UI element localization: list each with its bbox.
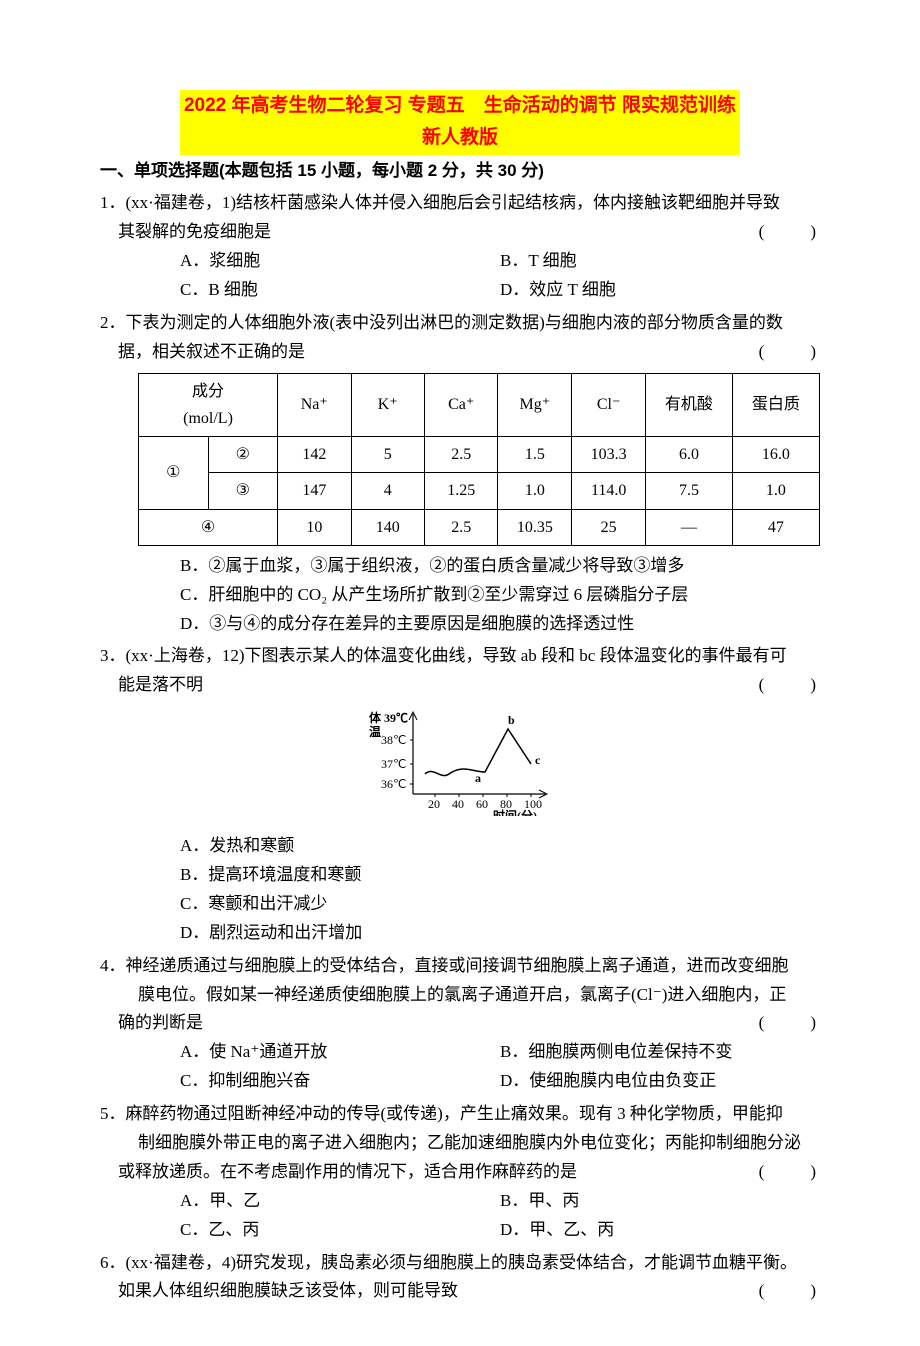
q1-stem: 1．(xx·福建卷，1)结核杆菌感染人体并侵入细胞后会引起结核病，体内接触该靶细… bbox=[100, 189, 820, 218]
title-line-2: 新人教版 bbox=[422, 127, 498, 148]
q1-opt-b: B．T 细胞 bbox=[500, 247, 820, 276]
q3-opt-c: C．寒颤和出汗减少 bbox=[100, 890, 820, 919]
svg-text:c: c bbox=[535, 753, 541, 767]
q6-cont: 如果人体组织细胞膜缺乏该受体，则可能导致 bbox=[118, 1281, 458, 1300]
q4-opt-c: C．抑制细胞兴奋 bbox=[180, 1067, 500, 1096]
q2-opt-d: D．③与④的成分存在差异的主要原因是细胞膜的选择透过性 bbox=[100, 610, 820, 639]
q3-cont: 能是落不明 bbox=[118, 675, 203, 694]
answer-paren: ( ) bbox=[779, 338, 820, 367]
svg-text:a: a bbox=[475, 771, 481, 785]
svg-text:20: 20 bbox=[428, 797, 440, 811]
svg-text:40: 40 bbox=[452, 797, 464, 811]
svg-text:60: 60 bbox=[476, 797, 488, 811]
q2-opt-c: C．肝细胞中的 CO₂ 从产生场所扩散到②至少需穿过 6 层磷脂分子层 bbox=[100, 581, 820, 610]
q5-cont1: 制细胞膜外带正电的离子进入细胞内；乙能加速细胞膜内外电位变化；丙能抑制细胞分泌 bbox=[100, 1129, 820, 1158]
q3-opt-b: B．提高环境温度和寒颤 bbox=[100, 861, 820, 890]
answer-paren: ( ) bbox=[779, 671, 820, 700]
q1-opt-d: D．效应 T 细胞 bbox=[500, 276, 820, 305]
q4-stem: 4．神经递质通过与细胞膜上的受体结合，直接或间接调节细胞膜上离子通道，进而改变细… bbox=[100, 952, 820, 981]
q4-cont2: 确的判断是 bbox=[118, 1013, 203, 1032]
q2-opt-b: B．②属于血浆，③属于组织液，②的蛋白质含量减少将导致③增多 bbox=[100, 552, 820, 581]
q2-cont: 据，相关叙述不正确的是 bbox=[118, 342, 305, 361]
q3-opt-d: D．剧烈运动和出汗增加 bbox=[100, 919, 820, 948]
q4-opt-b: B．细胞膜两侧电位差保持不变 bbox=[500, 1038, 820, 1067]
q4-opt-a: A．使 Na⁺通道开放 bbox=[180, 1038, 500, 1067]
svg-text:36℃: 36℃ bbox=[381, 777, 406, 791]
page-title: 2022 年高考生物二轮复习 专题五 生命活动的调节 限实规范训练 新人教版 bbox=[180, 90, 740, 155]
body-temp-chart: 体 39℃温38℃37℃36℃20406080100时间(分)abc bbox=[100, 706, 820, 826]
svg-text:温: 温 bbox=[369, 725, 381, 739]
q5-opt-c: C．乙、丙 bbox=[180, 1216, 500, 1245]
answer-paren: ( ) bbox=[779, 1158, 820, 1187]
q3-stem: 3．(xx·上海卷，12)下图表示某人的体温变化曲线，导致 ab 段和 bc 段… bbox=[100, 642, 820, 671]
svg-text:38℃: 38℃ bbox=[381, 733, 406, 747]
answer-paren: ( ) bbox=[779, 218, 820, 247]
q5-cont2: 或释放递质。在不考虑副作用的情况下，适合用作麻醉药的是 bbox=[118, 1162, 577, 1181]
answer-paren: ( ) bbox=[779, 1009, 820, 1038]
q5-opt-b: B．甲、丙 bbox=[500, 1187, 820, 1216]
data-table: 成分(mol/L)Na⁺K⁺Ca⁺Mg⁺Cl⁻有机酸蛋白质①②14252.51.… bbox=[138, 373, 820, 546]
q2-stem: 2．下表为测定的人体细胞外液(表中没列出淋巴的测定数据)与细胞内液的部分物质含量… bbox=[100, 309, 820, 338]
title-line-1: 2022 年高考生物二轮复习 专题五 生命活动的调节 限实规范训练 bbox=[184, 95, 736, 116]
svg-text:37℃: 37℃ bbox=[381, 757, 406, 771]
q4-cont1: 膜电位。假如某一神经递质使细胞膜上的氯离子通道开启，氯离子(Cl⁻)进入细胞内，… bbox=[100, 981, 820, 1010]
q1-cont: 其裂解的免疫细胞是 bbox=[118, 222, 271, 241]
q5-stem: 5．麻醉药物通过阻断神经冲动的传导(或传递)，产生止痛效果。现有 3 种化学物质… bbox=[100, 1100, 820, 1129]
section-a-heading: 一、单项选择题(本题包括 15 小题，每小题 2 分，共 30 分) bbox=[100, 157, 820, 186]
svg-text:体 39℃: 体 39℃ bbox=[369, 710, 408, 725]
q6-stem: 6．(xx·福建卷，4)研究发现，胰岛素必须与细胞膜上的胰岛素受体结合，才能调节… bbox=[100, 1249, 820, 1278]
q3-opt-a: A．发热和寒颤 bbox=[100, 832, 820, 861]
svg-text:b: b bbox=[508, 713, 515, 727]
q5-opt-a: A．甲、乙 bbox=[180, 1187, 500, 1216]
q5-opt-d: D．甲、乙、丙 bbox=[500, 1216, 820, 1245]
q1-opt-c: C．B 细胞 bbox=[180, 276, 500, 305]
answer-paren: ( ) bbox=[779, 1277, 820, 1306]
q1-opt-a: A．浆细胞 bbox=[180, 247, 500, 276]
q4-opt-d: D．使细胞膜内电位由负变正 bbox=[500, 1067, 820, 1096]
svg-text:时间(分): 时间(分) bbox=[493, 808, 537, 816]
